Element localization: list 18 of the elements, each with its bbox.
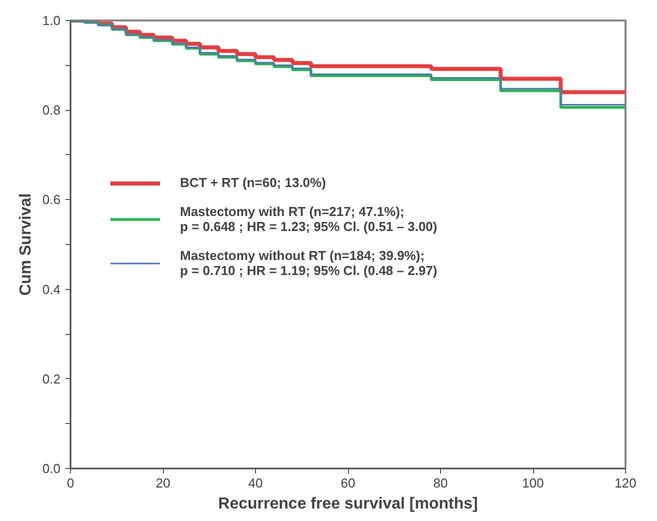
x-tick-label: 120 [614,476,636,490]
y-axis-title: Cum Survival [17,193,34,296]
x-tick-label: 0 [66,476,74,490]
y-tick-label: 0.0 [42,461,61,476]
y-tick-label: 0.6 [42,192,61,208]
y-tick-label: 0.8 [42,102,61,118]
x-axis-title: Recurrence free survival [months] [218,496,478,512]
legend-label: BCT + RT (n=60; 13.0%) [180,175,326,190]
y-tick-label: 0.2 [42,371,61,386]
y-tick-label: 1.0 [42,13,61,28]
legend-label: Mastectomy with RT (n=217; 47.1%); p = 0.648 ; HR = 1.23; 95% Cl. (0.51 – 3.00) [180,204,438,234]
x-tick-label: 20 [156,476,170,490]
y-tick-label: 0.4 [42,282,61,297]
x-tick-label: 40 [248,476,263,490]
x-tick-label: 80 [433,476,448,490]
x-tick-label: 100 [522,476,544,490]
legend-label: Mastectomy without RT (n=184; 39.9%); p = 0.710 ; HR = 1.19; 95% Cl. (0.48 – 2.97) [180,248,438,278]
x-tick-label: 60 [340,476,356,490]
